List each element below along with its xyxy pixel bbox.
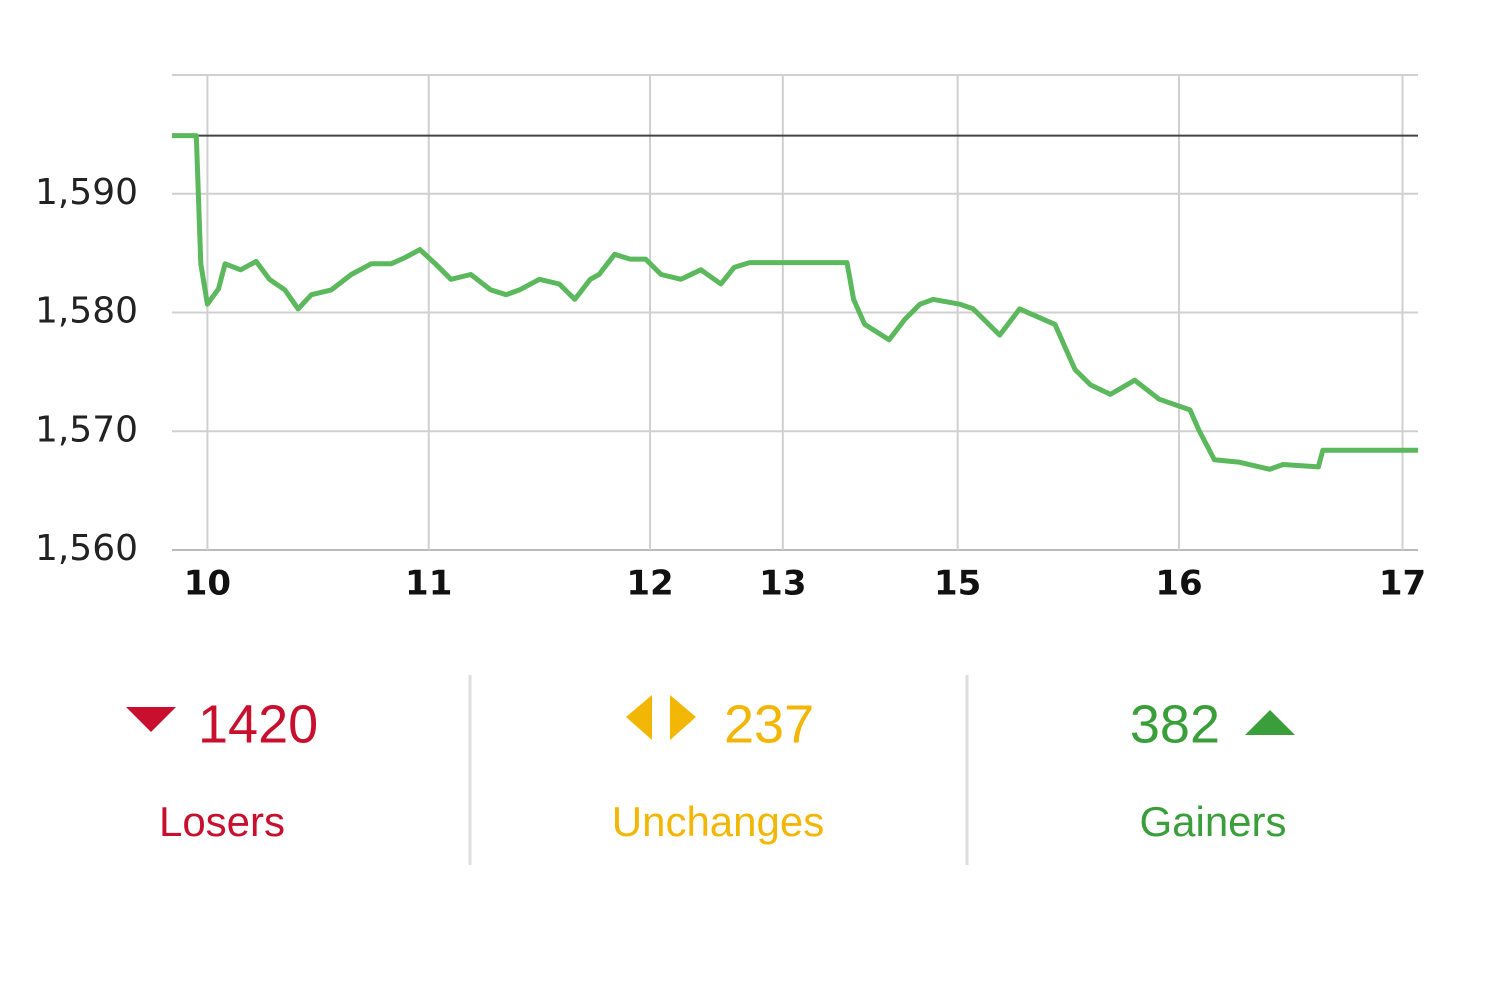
unchanged-icon — [626, 695, 696, 740]
x-tick-label: 17 — [1379, 564, 1426, 604]
y-tick-label: 1,580 — [35, 291, 138, 332]
breadth-value: 382 — [1130, 694, 1220, 754]
up-icon — [1245, 710, 1295, 735]
breadth-label: Losers — [159, 798, 285, 845]
y-tick-label: 1,590 — [35, 172, 138, 213]
price-line — [172, 133, 1418, 472]
breadth-label: Unchanges — [612, 798, 824, 845]
x-tick-label: 16 — [1155, 564, 1202, 604]
x-tick-label: 12 — [626, 564, 673, 604]
x-tick-label: 11 — [405, 564, 452, 604]
down-icon — [126, 707, 176, 732]
y-tick-label: 1,560 — [35, 528, 138, 569]
x-tick-label: 10 — [184, 564, 231, 604]
x-tick-label: 15 — [934, 564, 981, 604]
breadth-label: Gainers — [1139, 798, 1286, 845]
y-tick-label: 1,570 — [35, 409, 138, 450]
breadth-value: 237 — [724, 694, 814, 754]
x-tick-label: 13 — [759, 564, 806, 604]
breadth-value: 1420 — [198, 694, 318, 754]
